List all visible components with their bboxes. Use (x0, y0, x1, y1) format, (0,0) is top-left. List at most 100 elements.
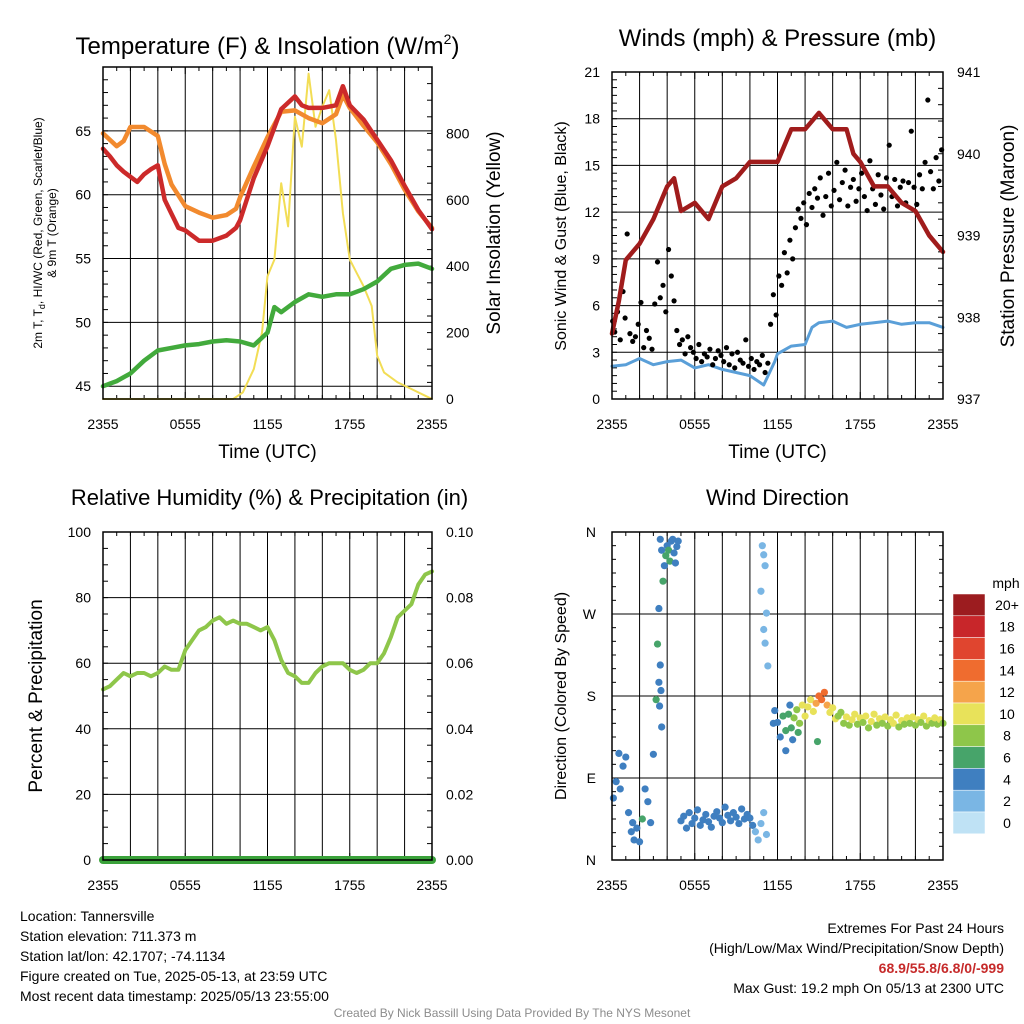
gust-point (696, 341, 702, 348)
direction-point (757, 819, 765, 828)
temp-title: Temperature (F) & Insolation (W/m2) (76, 31, 460, 60)
direction-point (795, 719, 804, 727)
direction-point (757, 587, 765, 595)
gust-point (690, 349, 696, 355)
direction-point (670, 549, 678, 557)
temp-ylabel-right-wrap: Solar Insolation (Yellow) (484, 131, 505, 334)
direction-point (922, 722, 931, 730)
rh-ytick-label-right: 0.00 (446, 852, 473, 868)
gust-point (823, 193, 829, 200)
extremes-values: 68.9/55.8/6.8/0/-999 (878, 960, 1004, 976)
gust-point (936, 178, 942, 184)
gust-point (748, 355, 754, 362)
elevation-text: Station elevation: 711.373 m (20, 928, 197, 944)
gust-point (676, 341, 683, 348)
extremes-info: Extremes For Past 24 Hours (High/Low/Max… (709, 918, 1004, 998)
gust-point (740, 360, 746, 366)
gust-point (883, 175, 890, 181)
gust-point (776, 273, 782, 279)
direction-point (680, 812, 688, 820)
gust-point (787, 237, 793, 243)
wind-ytick-label-left: 18 (584, 111, 600, 127)
legend-label: 0 (1003, 815, 1011, 831)
gust-point (847, 184, 854, 190)
gust-point (933, 155, 939, 161)
direction-point (823, 701, 831, 709)
direction-point (633, 824, 641, 832)
gust-point (798, 215, 804, 221)
temp-9m-line (100, 92, 435, 231)
direction-point (931, 714, 939, 722)
temp-ytick-label-left: 65 (75, 123, 91, 139)
direction-point (878, 719, 886, 727)
direction-point (881, 713, 889, 721)
gust-point (734, 349, 741, 355)
direction-point (658, 546, 666, 554)
temp-ytick-label-right: 0 (446, 391, 454, 407)
gust-point (635, 321, 641, 327)
direction-point (657, 686, 665, 695)
gust-point (853, 198, 859, 204)
direction-point (761, 562, 769, 570)
direction-point (746, 814, 754, 822)
direction-point (851, 710, 859, 718)
direction-point (782, 727, 790, 735)
location-text: Location: Tannersville (20, 908, 155, 924)
direction-point (751, 828, 760, 836)
direction-point (762, 609, 771, 617)
direction-point (786, 701, 794, 709)
gust-point (897, 184, 903, 190)
legend-label: 2 (1003, 793, 1011, 809)
gust-point (707, 346, 713, 352)
direction-point (842, 713, 851, 721)
gust-point (814, 195, 821, 201)
gust-point (836, 197, 843, 203)
direction-point (652, 696, 660, 704)
direction-point (773, 718, 782, 727)
gust-point (751, 366, 757, 373)
wind-title: Winds (mph) & Pressure (mb) (619, 25, 936, 52)
gust-point (886, 142, 892, 148)
direction-point (764, 662, 772, 670)
direction-point (727, 817, 735, 825)
gust-point (925, 97, 931, 103)
gust-point (831, 187, 837, 193)
gust-point (894, 203, 901, 209)
dir-xtick-label: 1155 (762, 877, 792, 893)
direction-point (804, 703, 812, 711)
direction-point (853, 720, 862, 728)
direction-point (659, 577, 667, 585)
direction-point (829, 704, 837, 712)
gust-point (726, 362, 732, 368)
wind-ytick-label-left: 15 (584, 157, 600, 173)
gust-point (665, 246, 672, 253)
direction-point (682, 824, 691, 832)
wind-speed-line (610, 319, 945, 387)
gust-point (723, 345, 730, 351)
direction-point (848, 716, 856, 724)
gust-point (688, 345, 694, 351)
gust-point (867, 158, 873, 164)
direction-point (622, 753, 630, 761)
gust-point (622, 315, 628, 321)
dir-ytick-label: N (586, 524, 596, 540)
temp-xlabel: Time (UTC) (218, 442, 317, 463)
gust-point (756, 362, 763, 368)
latlon-text: Station lat/lon: 42.1707; -74.1134 (20, 948, 226, 964)
direction-point (609, 794, 617, 802)
gust-point (699, 359, 705, 365)
gust-point (859, 170, 865, 176)
extremes-subtitle: (High/Low/Max Wind/Precipitation/Snow De… (709, 940, 1004, 956)
wind-xtick-label: 1155 (762, 416, 792, 432)
direction-point (906, 719, 914, 727)
gust-point (693, 355, 699, 362)
rh-xtick-label: 0555 (170, 877, 201, 893)
temp-ylabel-left: 2m T, Td, HI/WC (Red, Green, Scarlet/Blu… (31, 117, 59, 348)
wind-xtick-label: 2355 (927, 416, 958, 432)
direction-point (724, 811, 732, 819)
direction-point (840, 719, 848, 727)
direction-point (862, 712, 870, 720)
gust-point (745, 363, 752, 369)
direction-point (738, 805, 746, 813)
rh-ytick-label-right: 0.10 (446, 524, 473, 540)
